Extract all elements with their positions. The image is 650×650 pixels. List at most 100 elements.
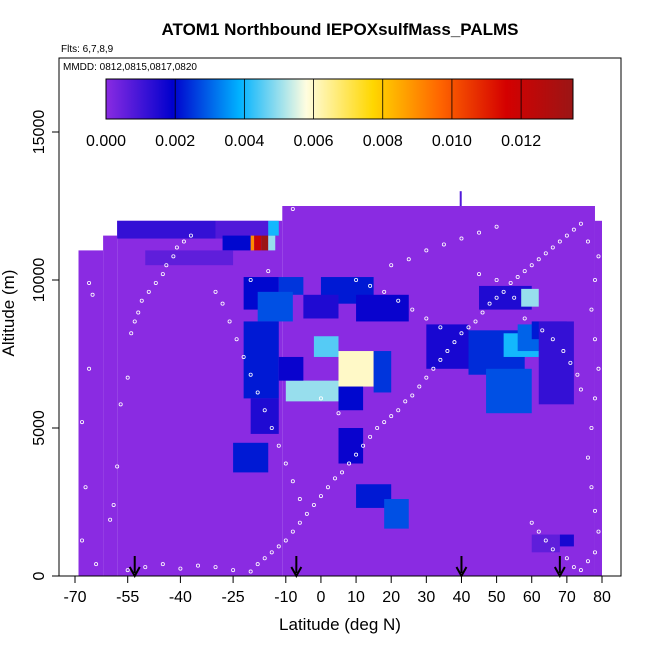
x-tick-label: -25: [222, 589, 245, 606]
flight-point: [550, 337, 555, 342]
flight-point: [592, 508, 597, 513]
flight-point: [160, 272, 165, 277]
flight-point: [585, 559, 590, 564]
flight-point: [248, 277, 253, 282]
flight-point: [596, 529, 601, 534]
flight-point: [368, 283, 373, 288]
flight-point: [87, 280, 92, 285]
heat-cell: [338, 386, 364, 411]
flight-point: [125, 375, 130, 380]
flight-point: [515, 275, 520, 280]
flight-point: [543, 251, 548, 256]
flight-point: [164, 263, 169, 268]
y-tick-label: 15000: [31, 110, 48, 155]
flight-point: [354, 277, 359, 282]
flight-point: [332, 476, 337, 481]
flight-point: [139, 298, 144, 303]
flight-point: [571, 565, 576, 570]
flight-point: [181, 239, 186, 244]
y-tick-label: 0: [31, 571, 48, 580]
flight-point: [403, 399, 408, 404]
flight-point: [227, 319, 232, 324]
flight-point: [477, 230, 482, 235]
x-tick-label: 10: [347, 589, 365, 606]
flight-point: [424, 248, 429, 253]
flight-point: [571, 227, 576, 232]
heat-layer: [78, 191, 602, 576]
flight-point: [297, 497, 302, 502]
flight-point: [354, 452, 359, 457]
heat-envelope-cell: [103, 235, 118, 576]
x-tick-label: -10: [274, 589, 297, 606]
flight-point: [231, 568, 236, 573]
colorbar-tick-label: 0.008: [363, 133, 403, 150]
flight-point: [290, 529, 295, 534]
heat-cell: [426, 324, 469, 369]
flight-point: [445, 349, 450, 354]
flight-point: [441, 242, 446, 247]
x-tick-label: 40: [453, 589, 471, 606]
flight-point: [262, 408, 267, 413]
flight-point: [410, 307, 415, 312]
x-tick-label: 60: [523, 589, 541, 606]
heat-cell: [257, 291, 293, 322]
heat-envelope-cell: [78, 250, 104, 576]
x-tick-label: 50: [488, 589, 506, 606]
flight-point: [568, 360, 573, 365]
heat-cell: [250, 235, 255, 251]
flight-point: [494, 224, 499, 229]
flight-point: [477, 272, 482, 277]
colorbar-tick-label: 0.002: [155, 133, 195, 150]
flight-point: [318, 494, 323, 499]
flight-point: [234, 337, 239, 342]
heat-cell: [254, 235, 262, 251]
heat-cell: [285, 380, 339, 402]
flight-point: [575, 372, 580, 377]
x-tick-label: 20: [382, 589, 400, 606]
flight-point: [536, 529, 541, 534]
plot-area: [58, 57, 622, 579]
x-tick-label: 70: [558, 589, 576, 606]
colorbar-tick-label: 0.006: [294, 133, 334, 150]
flight-point: [80, 538, 85, 543]
flight-track-points: [80, 206, 601, 574]
colorbar-tick-label: 0.004: [224, 133, 264, 150]
heat-cell: [243, 321, 279, 399]
flight-point: [255, 562, 260, 567]
x-axis: -70 -55 -40 -25 -10 0 10 20 30 40 50 60 70 80: [63, 576, 611, 606]
flight-point: [389, 263, 394, 268]
flight-point: [424, 316, 429, 321]
heat-cell: [278, 356, 304, 381]
flight-point: [501, 289, 506, 294]
flight-point: [494, 295, 499, 300]
flight-point: [188, 233, 193, 238]
flight-point: [473, 319, 478, 324]
heat-cell: [486, 368, 532, 414]
flight-point: [561, 349, 566, 354]
flight-point: [589, 425, 594, 430]
flight-point: [87, 366, 92, 371]
heat-cell: [268, 235, 276, 251]
heat-cell: [538, 321, 574, 405]
heat-cell: [459, 191, 462, 206]
flight-point: [80, 420, 85, 425]
heat-cell: [313, 336, 339, 357]
heat-cell: [233, 442, 269, 473]
flight-point: [396, 408, 401, 413]
flight-point: [459, 236, 464, 241]
flight-point: [160, 562, 165, 567]
flight-point: [375, 425, 380, 430]
flight-point: [262, 556, 267, 561]
flight-point: [578, 568, 583, 573]
flight-point: [592, 396, 597, 401]
flight-point: [406, 257, 411, 262]
colorbar-tick-label: 0.000: [86, 133, 126, 150]
flights-label: Flts: 6,7,8,9: [61, 44, 114, 55]
flight-point: [90, 292, 95, 297]
y-tick-label: 10000: [31, 258, 48, 303]
flight-point: [276, 443, 281, 448]
chart-title: ATOM1 Northbound IEPOXsulfMass_PALMS: [161, 20, 518, 39]
flight-point: [83, 485, 88, 490]
flight-point: [592, 277, 597, 282]
flight-point: [340, 470, 345, 475]
